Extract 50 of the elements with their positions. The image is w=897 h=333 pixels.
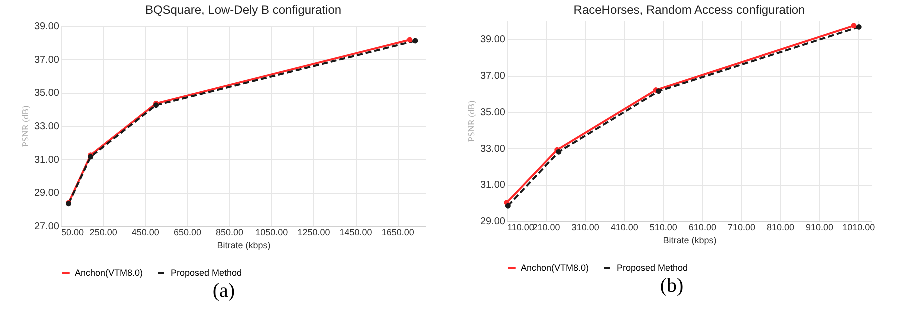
text: (b) <box>660 275 684 298</box>
point <box>412 38 418 44</box>
y-tick-label: 37.00 <box>34 54 60 66</box>
y-tick-label: 37.00 <box>480 71 506 82</box>
x-axis-title: Bitrate (kbps) <box>216 240 270 250</box>
y-tick-label: 39.00 <box>480 34 506 46</box>
x-tick-label: 450.00 <box>131 228 159 238</box>
x-tick-label: 510.00 <box>650 222 678 232</box>
x-tick-label: 50.00 <box>61 228 84 238</box>
y-axis-title: PSNR (dB) <box>20 106 30 148</box>
y-tick-label: 31.00 <box>34 154 60 166</box>
legend-label: Anchon(VTM8.0) <box>521 263 590 273</box>
y-tick-label: 29.00 <box>34 188 60 200</box>
point <box>856 24 862 30</box>
x-tick-label: 1650.00 <box>381 228 414 238</box>
y-tick-label: 35.00 <box>34 88 60 100</box>
x-tick-label: 810.00 <box>766 222 795 232</box>
legend-label: Anchon(VTM8.0) <box>74 268 143 278</box>
legend-label: Proposed Method <box>170 268 242 278</box>
x-tick-label: 610.00 <box>688 222 716 232</box>
chart-title: RaceHorses, Random Access configuration <box>574 3 806 17</box>
x-tick-label: 850.00 <box>216 228 244 238</box>
x-tick-label: 910.00 <box>806 222 834 232</box>
y-tick-label: 33.00 <box>480 144 506 155</box>
y-tick-label: 31.00 <box>480 180 506 192</box>
x-axis-title: Bitrate (kbps) <box>663 236 717 246</box>
point <box>505 203 511 209</box>
x-tick-label: 250.00 <box>89 228 117 238</box>
point <box>656 88 662 94</box>
x-tick-label: 1450.00 <box>339 228 372 238</box>
y-tick-label: 35.00 <box>480 107 506 118</box>
x-tick-label: 410.00 <box>610 222 638 232</box>
x-tick-label: 110.00 <box>508 222 534 232</box>
x-tick-label: 1010.00 <box>842 222 876 232</box>
y-tick-label: 33.00 <box>34 122 60 132</box>
x-tick-label: 310.00 <box>572 222 600 232</box>
point <box>851 23 857 29</box>
x-tick-label: 710.00 <box>728 222 756 232</box>
y-axis-title: PSNR (dB) <box>466 100 476 142</box>
x-tick-label: 210.00 <box>532 222 560 232</box>
chart-title: BQSquare, Low-Dely B configuration <box>144 3 342 17</box>
x-tick-label: 650.00 <box>173 228 201 238</box>
x-tick-label: 1250.00 <box>297 228 330 238</box>
legend-label: Proposed Method <box>617 263 688 273</box>
y-tick-label: 27.00 <box>34 222 60 232</box>
y-tick-label: 39.00 <box>34 22 60 32</box>
x-tick-label: 1050.00 <box>255 228 288 238</box>
text: (a) <box>212 280 236 303</box>
point <box>406 37 412 43</box>
y-tick-label: 29.00 <box>480 216 506 228</box>
